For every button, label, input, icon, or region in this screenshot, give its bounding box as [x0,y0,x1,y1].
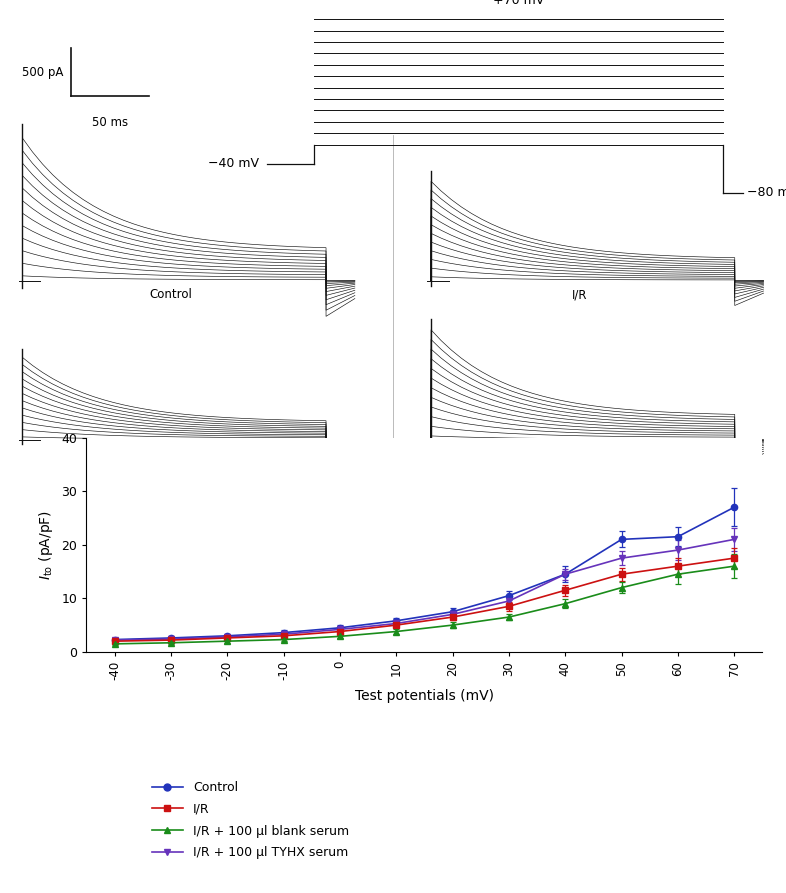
Legend: Control, I/R, I/R + 100 μl blank serum, I/R + 100 μl TYHX serum: Control, I/R, I/R + 100 μl blank serum, … [147,776,354,864]
Text: 500 pA: 500 pA [21,66,63,79]
Text: −80 mV: −80 mV [747,187,786,199]
Text: −40 mV: −40 mV [208,157,259,171]
Text: +70 mV: +70 mV [493,0,545,7]
X-axis label: Test potentials (mV): Test potentials (mV) [355,689,494,703]
Text: I/R: I/R [571,288,587,302]
Text: Control: Control [149,288,192,302]
Text: I/R + 100 μl TYHX serum: I/R + 100 μl TYHX serum [506,447,652,461]
Y-axis label: $\mathit{I}_{\mathrm{to}}$ (pA/pF): $\mathit{I}_{\mathrm{to}}$ (pA/pF) [37,510,54,580]
Text: 50 ms: 50 ms [92,116,128,129]
Text: I/R + 100 μl blank serum: I/R + 100 μl blank serum [97,447,244,461]
